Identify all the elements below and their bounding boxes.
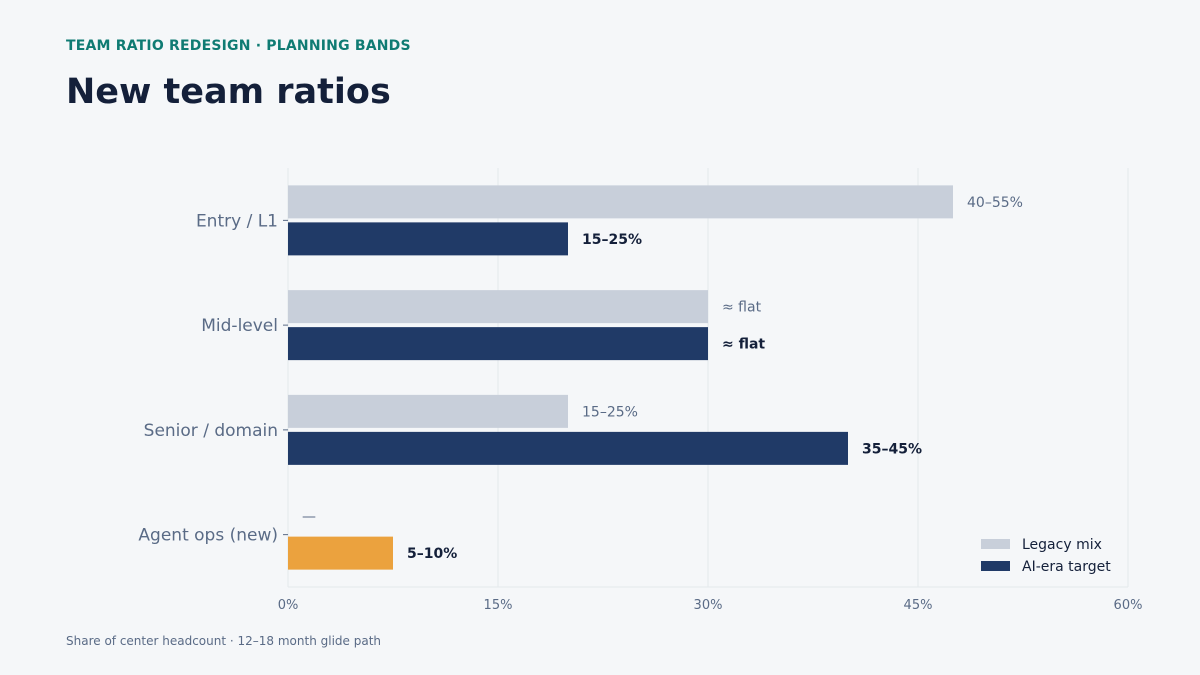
x-tick-label: 60% — [1114, 598, 1143, 613]
legend-label-target: AI-era target — [1022, 559, 1111, 575]
legacy-bar — [288, 394, 568, 428]
legacy-bar — [288, 290, 708, 324]
y-category-label: Entry / L1 — [196, 211, 278, 231]
legend-label-legacy: Legacy mix — [1022, 537, 1102, 553]
y-category-label: Mid-level — [201, 316, 278, 336]
y-category-label: Agent ops (new) — [138, 526, 278, 546]
legacy-data-label: ≈ flat — [722, 300, 762, 316]
target-data-label: 15–25% — [582, 232, 642, 248]
target-bar — [288, 536, 393, 570]
target-data-label: ≈ flat — [722, 337, 765, 353]
x-tick-label: 0% — [278, 598, 299, 613]
legacy-data-label: — — [302, 509, 316, 525]
chart-footnote: Share of center headcount · 12–18 month … — [66, 634, 381, 648]
legacy-data-label: 40–55% — [967, 195, 1023, 211]
x-tick-label: 45% — [904, 598, 933, 613]
x-tick-label: 30% — [694, 598, 723, 613]
target-data-label: 5–10% — [407, 546, 457, 562]
target-bar — [288, 431, 848, 465]
target-bar — [288, 327, 708, 361]
legend-swatch-target — [981, 561, 1010, 571]
y-category-label: Senior / domain — [144, 421, 278, 441]
chart-eyebrow: TEAM RATIO REDESIGN · PLANNING BANDS — [66, 38, 411, 54]
target-bar — [288, 222, 568, 256]
legend-swatch-legacy — [981, 539, 1010, 549]
page-title: New team ratios — [66, 72, 391, 112]
legacy-data-label: 15–25% — [582, 404, 638, 420]
legacy-bar — [288, 185, 953, 219]
x-tick-label: 15% — [484, 598, 513, 613]
target-data-label: 35–45% — [862, 441, 922, 457]
